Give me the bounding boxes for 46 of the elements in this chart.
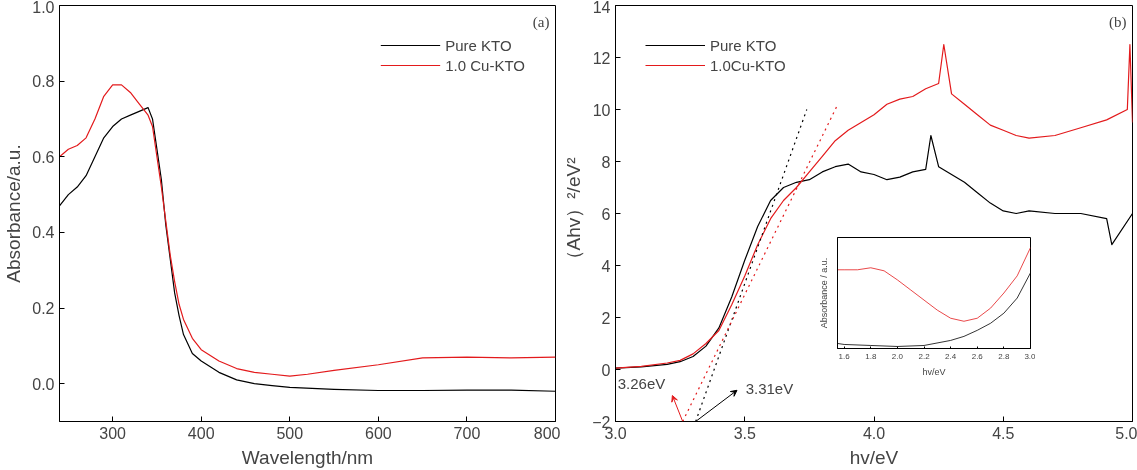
x-tick-label: 2.4 bbox=[945, 351, 957, 361]
y-axis-title: Absorbance/a.u. bbox=[3, 144, 25, 283]
x-tick-label: 2.8 bbox=[998, 351, 1010, 361]
y-tick-label: 0.8 bbox=[32, 73, 55, 91]
y-axis-title: （Ahv）²/eV² bbox=[563, 157, 585, 270]
x-tick-label: 2.2 bbox=[918, 351, 931, 361]
x-axis-title: Wavelength/nm bbox=[241, 446, 374, 468]
annotation: (b) bbox=[1109, 13, 1127, 31]
y-tick-label: 1.0 bbox=[32, 0, 55, 16]
y-axis-title: Absorbance / a.u. bbox=[818, 257, 829, 329]
annotation: 3.26eV bbox=[617, 374, 666, 392]
x-tick-label: 4.5 bbox=[992, 424, 1015, 442]
x-tick-label: 400 bbox=[187, 424, 215, 442]
x-axis-title: hv/eV bbox=[849, 446, 899, 468]
y-tick-label: 10 bbox=[592, 101, 611, 119]
y-tick-label: 0 bbox=[601, 361, 611, 379]
x-tick-label: 600 bbox=[365, 424, 392, 442]
x-tick-label: 3.5 bbox=[733, 424, 756, 442]
y-tick-label: 12 bbox=[592, 49, 611, 67]
legend-label: 1.0 Cu-KTO bbox=[445, 56, 525, 74]
x-tick-label: 300 bbox=[99, 424, 127, 442]
x-tick-label: 3.0 bbox=[1024, 351, 1037, 361]
y-tick-label: 0.2 bbox=[32, 300, 55, 318]
legend-label: Pure KTO bbox=[445, 36, 512, 54]
y-tick-label: 0.0 bbox=[32, 375, 55, 393]
x-tick-label: 4.0 bbox=[862, 424, 886, 442]
x-tick-label: 2.0 bbox=[891, 351, 904, 361]
x-tick-label: 500 bbox=[276, 424, 304, 442]
y-tick-label: 6 bbox=[601, 205, 611, 223]
x-tick-label: 1.8 bbox=[865, 351, 877, 361]
y-tick-label: 8 bbox=[601, 153, 611, 171]
x-tick-label: 2.6 bbox=[971, 351, 984, 361]
annotation: (a) bbox=[532, 13, 550, 31]
annotation: 3.31eV bbox=[745, 379, 794, 397]
legend-label: Pure KTO bbox=[710, 36, 777, 54]
x-tick-label: 800 bbox=[533, 424, 561, 442]
y-tick-label: 0.6 bbox=[32, 148, 55, 166]
y-tick-label: 2 bbox=[601, 309, 611, 327]
x-tick-label: 5.0 bbox=[1115, 424, 1137, 442]
legend-label: 1.0Cu-KTO bbox=[710, 56, 786, 74]
x-tick-label: 700 bbox=[453, 424, 481, 442]
y-tick-label: 0.4 bbox=[32, 224, 55, 242]
y-tick-label: 4 bbox=[601, 257, 611, 275]
x-tick-label: 1.6 bbox=[838, 351, 851, 361]
x-axis-title: hv/eV bbox=[922, 366, 946, 377]
y-tick-label: 14 bbox=[592, 0, 611, 16]
